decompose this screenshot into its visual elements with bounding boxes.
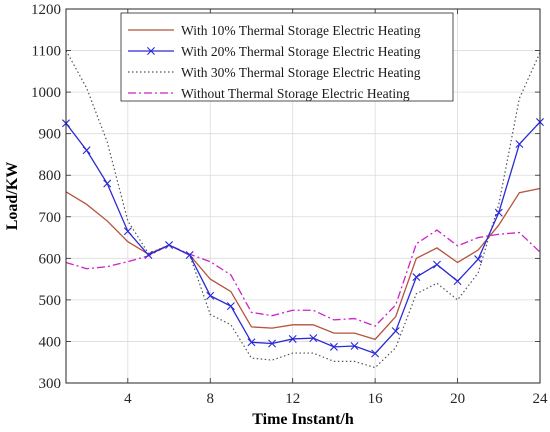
data-point-marker (226, 302, 235, 311)
plot-frame (65, 8, 541, 384)
y-axis-label: Load/KW (4, 162, 21, 230)
data-point-marker (288, 334, 297, 343)
y-tick-label: 700 (39, 210, 62, 226)
x-tick-label: 16 (368, 391, 384, 407)
axis-ticks: 300 400 500 600 700 800 900 1000 1100 1200 4 8 12 16 2… (31, 2, 548, 407)
series-4 (65, 229, 541, 327)
y-tick-label: 600 (39, 251, 62, 267)
data-point-marker (247, 338, 256, 347)
data-point-marker (515, 140, 524, 149)
data-point-marker (268, 339, 277, 348)
data-point-marker (144, 251, 153, 259)
data-point-marker (206, 291, 215, 300)
legend-label: With 20% Thermal Storage Electric Heatin… (181, 44, 421, 59)
x-tick-label: 24 (533, 391, 549, 407)
data-point-marker (391, 327, 400, 336)
data-point-marker (371, 349, 380, 358)
legend-label: With 10% Thermal Storage Electric Heatin… (181, 23, 421, 38)
series-line (65, 229, 541, 327)
legend-marker (147, 47, 155, 55)
data-point-marker (432, 260, 441, 269)
y-tick-label: 1200 (31, 2, 61, 18)
legend-item: Without Thermal Storage Electric Heating (128, 86, 410, 101)
y-tick-label: 900 (39, 127, 62, 143)
data-point-marker (474, 255, 483, 264)
data-point-marker (165, 241, 174, 250)
x-axis-label: Time Instant/h (252, 411, 354, 428)
x-tick-label: 8 (207, 391, 215, 407)
x-tick-label: 4 (124, 391, 132, 407)
x-tick-label: 20 (450, 391, 465, 407)
x-tick-label: 12 (285, 391, 300, 407)
data-point-marker (103, 179, 112, 188)
y-tick-label: 400 (39, 334, 62, 350)
data-point-marker (82, 146, 91, 155)
data-point-marker (350, 342, 359, 351)
data-point-marker (185, 251, 194, 259)
data-point-marker (123, 227, 132, 236)
legend-item: With 30% Thermal Storage Electric Heatin… (128, 65, 421, 80)
y-tick-label: 500 (39, 293, 62, 309)
legend-box (120, 12, 454, 102)
data-point-marker (309, 334, 318, 343)
y-tick-label: 1100 (32, 44, 61, 60)
legend-label: Without Thermal Storage Electric Heating (181, 86, 410, 101)
y-tick-label: 300 (39, 376, 62, 392)
legend-item: With 10% Thermal Storage Electric Heatin… (128, 23, 421, 38)
legend-item: With 20% Thermal Storage Electric Heatin… (128, 44, 421, 59)
data-point-marker (453, 277, 462, 286)
data-point-marker (412, 273, 421, 282)
legend: With 10% Thermal Storage Electric Heatin… (120, 12, 454, 102)
series-2 (62, 118, 544, 358)
series-layer (62, 50, 544, 369)
data-point-marker (329, 342, 338, 351)
data-point-marker (494, 208, 503, 217)
y-tick-label: 1000 (31, 85, 61, 101)
legend-label: With 30% Thermal Storage Electric Heatin… (181, 65, 421, 80)
y-tick-label: 800 (39, 168, 62, 184)
